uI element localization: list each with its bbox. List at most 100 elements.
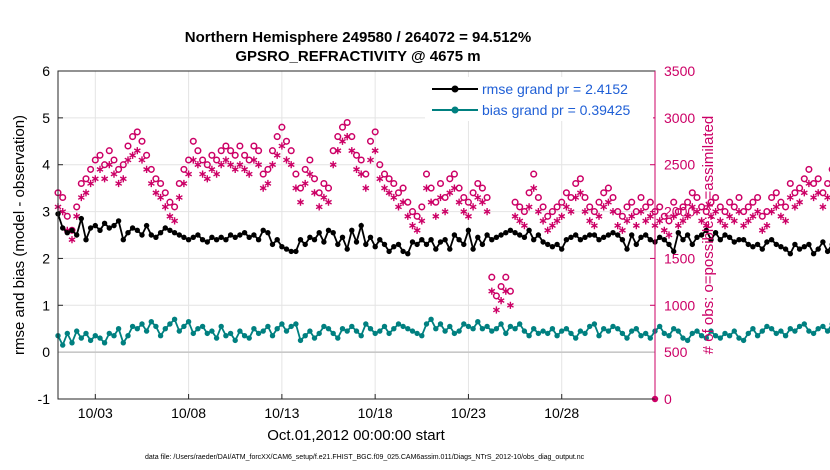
possible-obs-point — [231, 151, 239, 159]
rmse-point — [573, 232, 579, 238]
bias-point — [517, 321, 523, 327]
rmse-point — [451, 232, 458, 238]
possible-obs-point — [749, 198, 757, 206]
rmse-point — [629, 232, 635, 238]
x-axis-label: Oct.01,2012 00:00:00 start — [267, 427, 445, 444]
rmse-point — [274, 237, 280, 243]
possible-obs-point — [287, 147, 295, 155]
possible-obs-point — [763, 208, 771, 216]
possible-obs-point — [385, 175, 393, 183]
possible-obs-point — [82, 175, 90, 183]
assimilated-obs-point — [245, 170, 253, 178]
bias-point — [754, 333, 761, 339]
assimilated-obs-point — [618, 226, 626, 234]
possible-obs-point — [394, 189, 403, 197]
possible-obs-point — [828, 166, 830, 173]
rmse-point — [484, 232, 490, 238]
y-right-tick-label: 3500 — [664, 63, 695, 79]
assimilated-obs-point — [110, 170, 118, 178]
assimilated-obs-point — [646, 212, 654, 220]
bias-point — [657, 323, 663, 330]
rmse-point — [601, 234, 607, 240]
bias-point — [787, 326, 793, 332]
rmse-point — [754, 241, 761, 248]
bias-point — [577, 328, 584, 334]
possible-obs-point — [282, 137, 291, 145]
bias-point — [666, 333, 672, 339]
assimilated-obs-point — [656, 217, 664, 225]
assimilated-obs-point — [339, 137, 346, 145]
bias-point — [293, 321, 299, 327]
rmse-point — [195, 232, 201, 238]
rmse-point — [227, 232, 234, 238]
possible-obs-point — [371, 128, 379, 136]
possible-obs-point — [105, 147, 113, 155]
rmse-point — [339, 234, 346, 240]
bias-point — [260, 328, 266, 334]
y-axis-label-right: # of obs: o=possible; ∗=assimilated — [700, 116, 717, 355]
rmse-point — [325, 227, 332, 233]
assimilated-obs-point — [157, 193, 165, 202]
bias-point — [759, 328, 765, 334]
possible-obs-point — [213, 156, 221, 164]
rmse-point — [293, 248, 299, 255]
rmse-point — [521, 234, 528, 240]
possible-obs-point — [166, 198, 174, 206]
bias-point — [171, 316, 178, 322]
rmse-point — [526, 227, 532, 233]
possible-obs-point — [77, 179, 85, 188]
rmse-point — [232, 234, 238, 240]
possible-obs-point — [516, 203, 524, 211]
assimilated-obs-point — [791, 203, 799, 211]
bias-point — [335, 335, 341, 341]
y-tick-label: 2 — [42, 250, 50, 266]
rmse-point — [386, 248, 392, 255]
bias-point — [563, 326, 570, 332]
bias-point — [232, 337, 238, 344]
bias-point — [736, 335, 742, 341]
rmse-point — [64, 230, 71, 236]
rmse-point — [381, 241, 388, 248]
possible-obs-point — [236, 142, 244, 150]
bias-point — [591, 321, 598, 327]
possible-obs-point — [68, 226, 76, 234]
rmse-point — [395, 241, 402, 248]
possible-obs-point — [665, 217, 673, 225]
assimilated-obs-point — [712, 208, 720, 216]
assimilated-obs-point — [488, 287, 496, 295]
possible-obs-point — [670, 198, 678, 206]
bias-point — [213, 335, 220, 341]
possible-obs-point — [175, 179, 183, 188]
assimilated-obs-point — [208, 165, 216, 173]
rmse-point — [218, 234, 224, 240]
rmse-point — [372, 244, 378, 250]
bias-point — [479, 326, 486, 332]
bias-point — [279, 321, 285, 327]
x-tick-label: 10/23 — [451, 405, 486, 421]
assimilated-obs-point — [404, 212, 412, 220]
possible-obs-point — [740, 208, 748, 216]
assimilated-obs-point — [231, 165, 239, 173]
bias-point — [507, 323, 514, 330]
rmse-point — [726, 234, 733, 240]
y-right-tick-label: 1500 — [664, 250, 695, 266]
y-right-tick-label: 0 — [664, 391, 672, 407]
assimilated-obs-point — [348, 147, 356, 155]
bias-point — [101, 340, 108, 346]
rmse-point — [778, 244, 784, 250]
rmse-point — [335, 241, 341, 248]
possible-obs-point — [399, 184, 407, 192]
bias-point — [745, 330, 751, 337]
assimilated-obs-point — [395, 203, 402, 211]
assimilated-obs-point — [381, 184, 388, 192]
assimilated-obs-point — [269, 161, 277, 169]
rmse-point — [60, 225, 66, 231]
assimilated-obs-point — [814, 189, 822, 197]
possible-obs-point — [768, 193, 776, 202]
rmse-point — [409, 239, 416, 245]
bias-point — [671, 326, 677, 332]
bias-point — [712, 333, 719, 339]
assimilated-obs-point — [726, 212, 734, 220]
assimilated-obs-point — [474, 193, 482, 202]
assimilated-obs-point — [115, 179, 123, 188]
